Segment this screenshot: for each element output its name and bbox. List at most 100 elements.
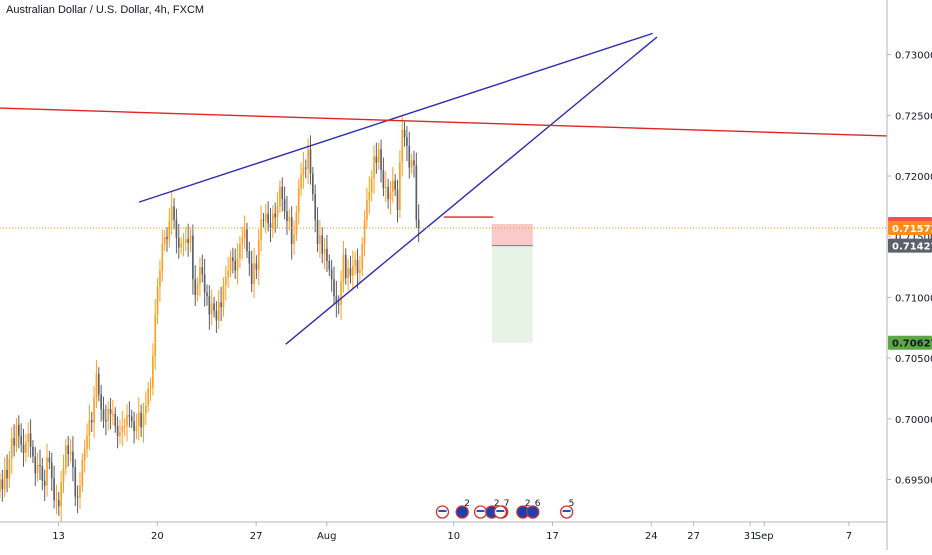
candle xyxy=(389,180,392,215)
candle xyxy=(6,454,8,493)
candle xyxy=(326,234,328,273)
candle xyxy=(217,289,220,329)
candle-body xyxy=(79,485,81,498)
candle-body xyxy=(366,200,368,220)
time-tick-label: Sep xyxy=(755,531,774,542)
event-count-label: 2 xyxy=(464,499,470,509)
candle xyxy=(406,126,408,162)
candle-body xyxy=(267,213,269,224)
candle-body xyxy=(145,405,147,414)
candle xyxy=(8,450,11,488)
time-tick-label: 27 xyxy=(687,531,700,542)
candle xyxy=(328,254,331,277)
candle-body xyxy=(201,267,204,275)
candle xyxy=(128,401,131,428)
time-tick-label: 31 xyxy=(744,531,757,542)
candle-body xyxy=(10,438,13,459)
candle xyxy=(276,192,279,229)
candle xyxy=(366,187,368,228)
candle xyxy=(48,450,51,470)
candle xyxy=(354,251,356,276)
candle xyxy=(269,207,272,243)
candle-body xyxy=(116,426,119,436)
upper-channel-line xyxy=(138,32,653,203)
candle-body xyxy=(375,156,378,163)
candle-body xyxy=(55,500,58,502)
price-label-text: 0.70627 xyxy=(892,339,932,350)
candle xyxy=(361,237,364,277)
candle xyxy=(401,114,404,177)
candle-body xyxy=(399,162,401,211)
candle-body xyxy=(126,415,128,427)
candle xyxy=(25,433,27,463)
candle xyxy=(107,400,110,431)
candle-body xyxy=(48,457,51,463)
candle xyxy=(330,259,333,292)
candle-body xyxy=(166,236,168,240)
candle-body xyxy=(217,302,220,321)
candle xyxy=(50,452,53,491)
candle-body xyxy=(196,284,199,295)
candle-body xyxy=(62,468,65,482)
candle xyxy=(408,131,411,179)
candle xyxy=(413,150,415,178)
candle-body xyxy=(260,219,262,241)
candle-body xyxy=(391,180,394,192)
candle-body xyxy=(373,156,375,179)
candle-body xyxy=(192,235,194,280)
candle-body xyxy=(88,420,91,436)
candle xyxy=(314,184,317,233)
candle xyxy=(288,209,291,231)
candle xyxy=(267,201,269,232)
candle xyxy=(116,416,119,449)
candle xyxy=(55,484,58,515)
candle xyxy=(356,248,359,289)
candle-body xyxy=(206,292,208,297)
event-count-label: 2 xyxy=(494,499,500,509)
candle-body xyxy=(43,480,46,486)
candle xyxy=(286,195,288,235)
candle xyxy=(246,222,248,258)
candle xyxy=(161,230,164,282)
candle xyxy=(32,440,34,464)
candle xyxy=(255,255,258,280)
take-profit-zone xyxy=(491,245,533,343)
entry-price-label: 0.71427 xyxy=(888,238,932,253)
candle xyxy=(210,289,213,326)
candle xyxy=(72,436,74,482)
candle-body xyxy=(32,446,34,457)
candle-body xyxy=(22,444,25,453)
candle-body xyxy=(363,219,366,245)
candle-body xyxy=(187,239,189,243)
candle-body xyxy=(232,257,234,261)
candle xyxy=(46,443,48,497)
candle xyxy=(295,205,298,241)
event-flag-icon xyxy=(473,505,488,519)
candle-body xyxy=(95,373,98,397)
candle xyxy=(100,384,102,422)
candle xyxy=(20,423,22,453)
candle-body xyxy=(69,451,72,455)
event-flag-icon xyxy=(493,505,507,519)
candle-body xyxy=(112,413,114,415)
candle xyxy=(173,198,175,230)
candle-body xyxy=(74,467,77,497)
candle-body xyxy=(368,191,371,201)
candle xyxy=(17,415,20,449)
candle xyxy=(283,186,286,220)
candle-body xyxy=(293,234,295,245)
candle-body xyxy=(269,223,272,229)
candle-body xyxy=(83,449,86,461)
candle-body xyxy=(140,412,142,428)
candle xyxy=(417,204,420,243)
event-flag-icon xyxy=(435,505,450,519)
candle-body xyxy=(6,469,8,479)
candle-body xyxy=(184,239,187,243)
candle-body xyxy=(25,441,27,453)
candle xyxy=(253,248,255,299)
